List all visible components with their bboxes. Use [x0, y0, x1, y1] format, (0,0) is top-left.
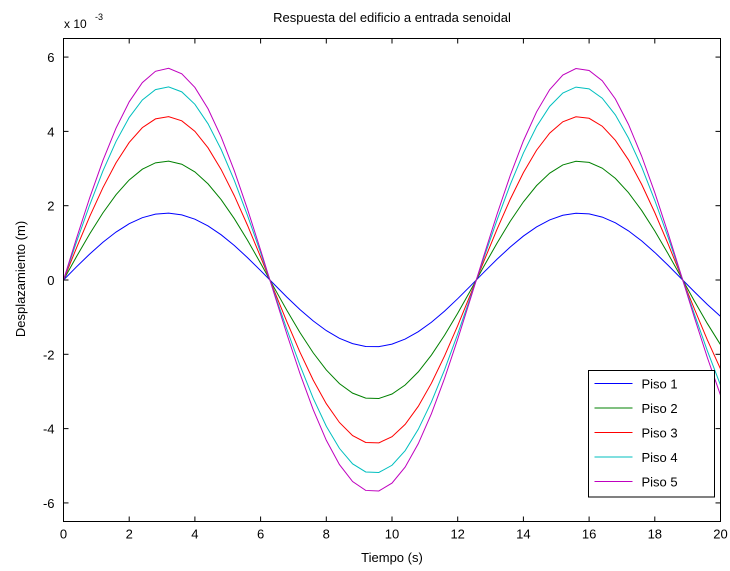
- series-line-piso-2: [63, 160, 721, 399]
- x-tick-label: 16: [582, 527, 596, 542]
- x-tick-label: 2: [126, 527, 133, 542]
- y-tick-label: -6: [43, 496, 55, 511]
- y-scale-base: x 10: [64, 17, 87, 31]
- x-tick-label: 10: [385, 527, 399, 542]
- series-line-piso-1: [63, 212, 721, 348]
- axis-ticks: 0 2 4 6 8 10 12 14 16 18 20 -6 -4 -2 0 2 4 6: [43, 38, 728, 542]
- y-scale-label: x 10 -3: [64, 12, 103, 31]
- y-tick-label: -4: [43, 422, 55, 437]
- chart-title: Respuesta del edificio a entrada senoida…: [273, 10, 511, 25]
- y-tick-label: 6: [47, 50, 54, 65]
- x-tick-label: 20: [713, 527, 727, 542]
- legend-label: Piso 3: [642, 426, 678, 441]
- x-tick-label: 12: [450, 527, 464, 542]
- legend-label: Piso 1: [642, 377, 678, 392]
- y-tick-label: 2: [47, 199, 54, 214]
- x-tick-label: 14: [516, 527, 530, 542]
- legend-label: Piso 5: [642, 475, 678, 490]
- x-tick-label: 4: [191, 527, 198, 542]
- y-tick-label: 4: [47, 124, 54, 139]
- axes-frame: [63, 38, 721, 522]
- legend: Piso 1 Piso 2 Piso 3 Piso 4 Piso 5: [588, 370, 715, 498]
- legend-box: [588, 370, 715, 498]
- series-lines: [63, 67, 721, 492]
- series-line-piso-4: [63, 86, 721, 473]
- legend-label: Piso 4: [642, 450, 678, 465]
- legend-label: Piso 2: [642, 401, 678, 416]
- series-line-piso-3: [63, 116, 721, 444]
- x-tick-label: 6: [257, 527, 264, 542]
- x-tick-label: 18: [648, 527, 662, 542]
- y-tick-label: -2: [43, 347, 55, 362]
- x-tick-label: 8: [323, 527, 330, 542]
- x-tick-label: 0: [60, 527, 67, 542]
- series-line-piso-5: [63, 67, 721, 492]
- y-tick-label: 0: [47, 273, 54, 288]
- y-axis-label: Desplazamiento (m): [13, 221, 28, 337]
- x-axis-label: Tiempo (s): [361, 550, 423, 565]
- y-scale-exponent: -3: [95, 12, 103, 22]
